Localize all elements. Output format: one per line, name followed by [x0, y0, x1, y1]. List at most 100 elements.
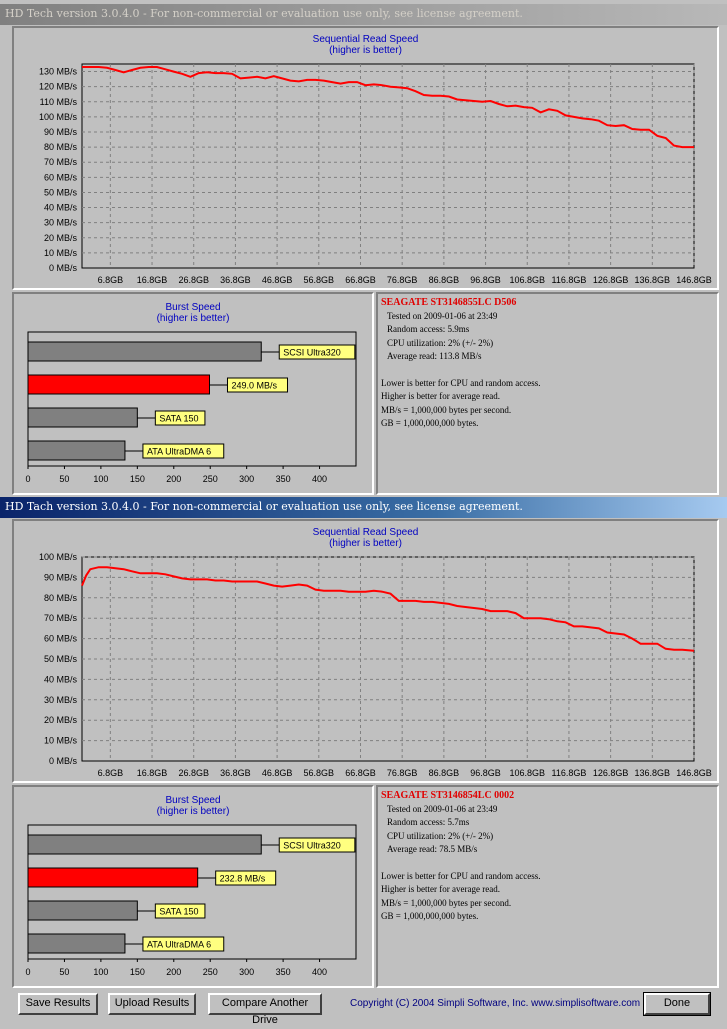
seq1-x-tick-label: 136.8GB [635, 275, 671, 285]
compare-another-drive-button[interactable]: Compare Another Drive [208, 993, 322, 1026]
burst1-bar-label: SCSI Ultra320 [283, 348, 341, 358]
burst-chart-2-title-line: Burst Speed [165, 795, 221, 806]
burst-chart-2-subtitle: (higher is better) [156, 806, 230, 817]
seq1-x-tick-label: 106.8GB [509, 275, 545, 285]
burst2-bar-label: 232.8 MB/s [220, 874, 266, 884]
copyright-text: Copyright (C) 2004 Simpli Software, Inc.… [350, 998, 641, 1009]
upload-results-button[interactable]: Upload Results [108, 993, 196, 1015]
burst2-x-tick-label: 350 [276, 967, 291, 977]
random-access-2: Random access: 5.7ms [387, 817, 470, 827]
seq-read-panel-2: Sequential Read Speed (higher is better)… [12, 519, 719, 783]
drive-name-1: SEAGATE ST3146855LC D506 [381, 297, 517, 308]
burst2-bar-label-box [154, 903, 206, 919]
note-lower-better-2: Lower is better for CPU and random acces… [381, 870, 541, 881]
seq2-x-tick-label: 6.8GB [98, 768, 124, 778]
burst1-x-tick-label: 50 [59, 474, 69, 484]
burst1-bar-label-box [278, 344, 356, 360]
window-1-title-bar[interactable]: HD Tech version 3.0.4.0 - For non-commer… [0, 4, 727, 25]
seq2-x-tick-label: 96.8GB [470, 768, 501, 778]
burst2-bar [27, 867, 199, 888]
burst2-bar-label: SCSI Ultra320 [283, 841, 341, 851]
burst1-x-tick-label: 350 [276, 474, 291, 484]
burst2-x-tick-label: 200 [166, 967, 181, 977]
burst-panel-1: Burst Speed (higher is better) 0 50 100 150… [12, 292, 374, 495]
seq2-x-tick-label: 116.8GB [552, 768, 587, 778]
seq1-x-tick-label: 36.8GB [220, 275, 251, 285]
note-higher-better-2: Higher is better for average read. [381, 884, 500, 894]
seq2-y-tick-label: 0 MB/s [49, 756, 78, 766]
burst2-x-tick-label: 0 [25, 967, 30, 977]
seq1-y-tick-label: 130 MB/s [39, 67, 78, 77]
seq2-y-tick-label: 80 MB/s [44, 593, 78, 603]
seq1-y-tick-label: 30 MB/s [44, 218, 78, 228]
seq2-x-tick-label: 36.8GB [220, 768, 251, 778]
window-2-title-bar[interactable]: HD Tach version 3.0.4.0 - For non-commer… [0, 497, 727, 518]
seq2-x-tick-label: 76.8GB [387, 768, 418, 778]
seq2-y-tick-label: 60 MB/s [44, 634, 78, 644]
note-mbs-1: MB/s = 1,000,000 bytes per second. [381, 404, 512, 415]
seq1-y-tick-label: 20 MB/s [44, 233, 78, 243]
burst2-x-tick-label: 250 [203, 967, 218, 977]
seq1-y-tick-label: 110 MB/s [40, 97, 78, 107]
seq1-x-tick-label: 16.8GB [137, 275, 168, 285]
window-2-title: HD Tach version 3.0.4.0 - For non-commer… [5, 500, 523, 513]
done-button[interactable]: Done [643, 992, 711, 1016]
seq2-y-tick-label: 50 MB/s [44, 654, 78, 664]
note-gb-2: GB = 1,000,000,000 bytes. [381, 911, 479, 921]
burst1-bar-label: 249.0 MB/s [231, 381, 277, 391]
seq2-series-line [81, 566, 695, 652]
burst1-bar-label-box [142, 443, 225, 459]
seq2-x-tick-label: 146.8GB [676, 768, 712, 778]
burst1-x-tick-label: 400 [312, 474, 327, 484]
seq2-y-tick-label: 100 MB/s [39, 552, 78, 562]
seq-read-chart-2: 0 MB/s 10 MB/s 20 MB/s 30 MB/s 40 MB/s 50 MB/… [39, 552, 712, 778]
seq-chart-2-title: Sequential Read Speed (higher is better) [14, 527, 717, 549]
seq1-x-tick-label: 96.8GB [470, 275, 501, 285]
burst1-x-tick-label: 250 [203, 474, 218, 484]
seq2-x-tick-label: 86.8GB [429, 768, 460, 778]
seq1-x-tick-label: 76.8GB [387, 275, 418, 285]
cpu-utilization-1: CPU utilization: 2% (+/- 2%) [387, 337, 494, 348]
note-mbs-2: MB/s = 1,000,000 bytes per second. [381, 897, 512, 908]
seq2-x-tick-label: 66.8GB [345, 768, 376, 778]
burst2-bar [27, 900, 138, 921]
drive-name-2: SEAGATE ST3146854LC 0002 [381, 790, 515, 801]
burst1-bar-label-box [226, 377, 288, 393]
seq-chart-2-subtitle: (higher is better) [329, 538, 402, 549]
burst2-x-tick-label: 50 [59, 967, 69, 977]
burst2-bar-label-box [278, 837, 356, 853]
burst-chart-1: 0 50 100 150 200 250 300 350 400 SCSI Ultra320 249… [25, 331, 357, 484]
burst1-bar-label: SATA 150 [159, 414, 198, 424]
burst1-x-tick-label: 150 [130, 474, 145, 484]
burst1-x-tick-label: 200 [166, 474, 181, 484]
seq2-y-tick-label: 20 MB/s [44, 715, 78, 725]
seq-chart-1-title-line: Sequential Read Speed [312, 34, 419, 45]
seq1-y-tick-label: 100 MB/s [39, 112, 78, 122]
burst-chart-2: 0 50 100 150 200 250 300 350 400 SCSI Ultra320 232… [25, 824, 357, 977]
burst-chart-1-title: Burst Speed (higher is better) [14, 302, 372, 324]
info-panel-2: SEAGATE ST3146854LC 0002 Tested on 2009-… [376, 785, 719, 988]
burst2-x-tick-label: 100 [93, 967, 108, 977]
burst1-x-tick-label: 300 [239, 474, 254, 484]
seq1-y-tick-label: 50 MB/s [44, 187, 78, 197]
burst1-bar-label-box [154, 410, 206, 426]
average-read-2: Average read: 78.5 MB/s [387, 844, 478, 854]
burst2-x-tick-label: 300 [239, 967, 254, 977]
seq1-x-tick-label: 146.8GB [676, 275, 712, 285]
seq-read-panel-1: Sequential Read Speed (higher is better)… [12, 26, 719, 290]
burst2-bar-label: ATA UltraDMA 6 [147, 940, 211, 950]
seq1-x-tick-label: 116.8GB [552, 275, 587, 285]
seq2-x-tick-label: 56.8GB [304, 768, 335, 778]
burst2-x-tick-label: 400 [312, 967, 327, 977]
burst1-bar-label: ATA UltraDMA 6 [147, 447, 211, 457]
burst2-bar [27, 933, 126, 954]
tested-date-2: Tested on 2009-01-06 at 23:49 [387, 803, 498, 814]
burst1-bar [27, 341, 262, 362]
save-results-button[interactable]: Save Results [18, 993, 98, 1015]
burst1-x-tick-label: 0 [25, 474, 30, 484]
seq1-x-tick-label: 46.8GB [262, 275, 293, 285]
seq-read-chart-1: 0 MB/s 10 MB/s 20 MB/s 30 MB/s 40 MB/s 50 MB/… [39, 63, 712, 285]
seq1-x-tick-label: 6.8GB [98, 275, 124, 285]
burst1-bar [27, 374, 210, 395]
seq2-y-tick-label: 30 MB/s [44, 695, 78, 705]
